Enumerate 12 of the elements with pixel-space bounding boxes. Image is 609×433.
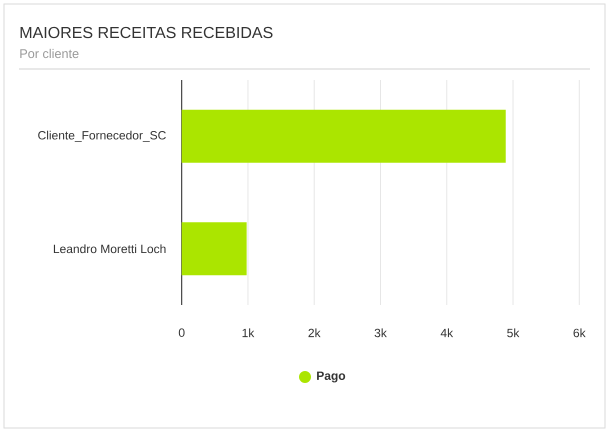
text: Por cliente bbox=[20, 48, 79, 58]
x-tick-label: 0 bbox=[178, 328, 185, 337]
chart-title: MAIORES RECEITAS RECEBIDAS bbox=[20, 26, 272, 38]
x-tick-label: 5k bbox=[507, 328, 520, 338]
y-tick-label: Cliente_Fornecedor_SC bbox=[38, 130, 166, 142]
x-tick-label: 2k bbox=[308, 328, 321, 338]
y-tick-label: Leandro Moretti Loch bbox=[54, 244, 166, 254]
legend-label: Pago bbox=[317, 372, 346, 382]
x-tick-label: 1k bbox=[242, 328, 254, 338]
x-tick-label: 4k bbox=[440, 328, 454, 338]
x-tick-label: 3k bbox=[374, 328, 387, 338]
x-tick-label: 6k bbox=[574, 328, 586, 338]
